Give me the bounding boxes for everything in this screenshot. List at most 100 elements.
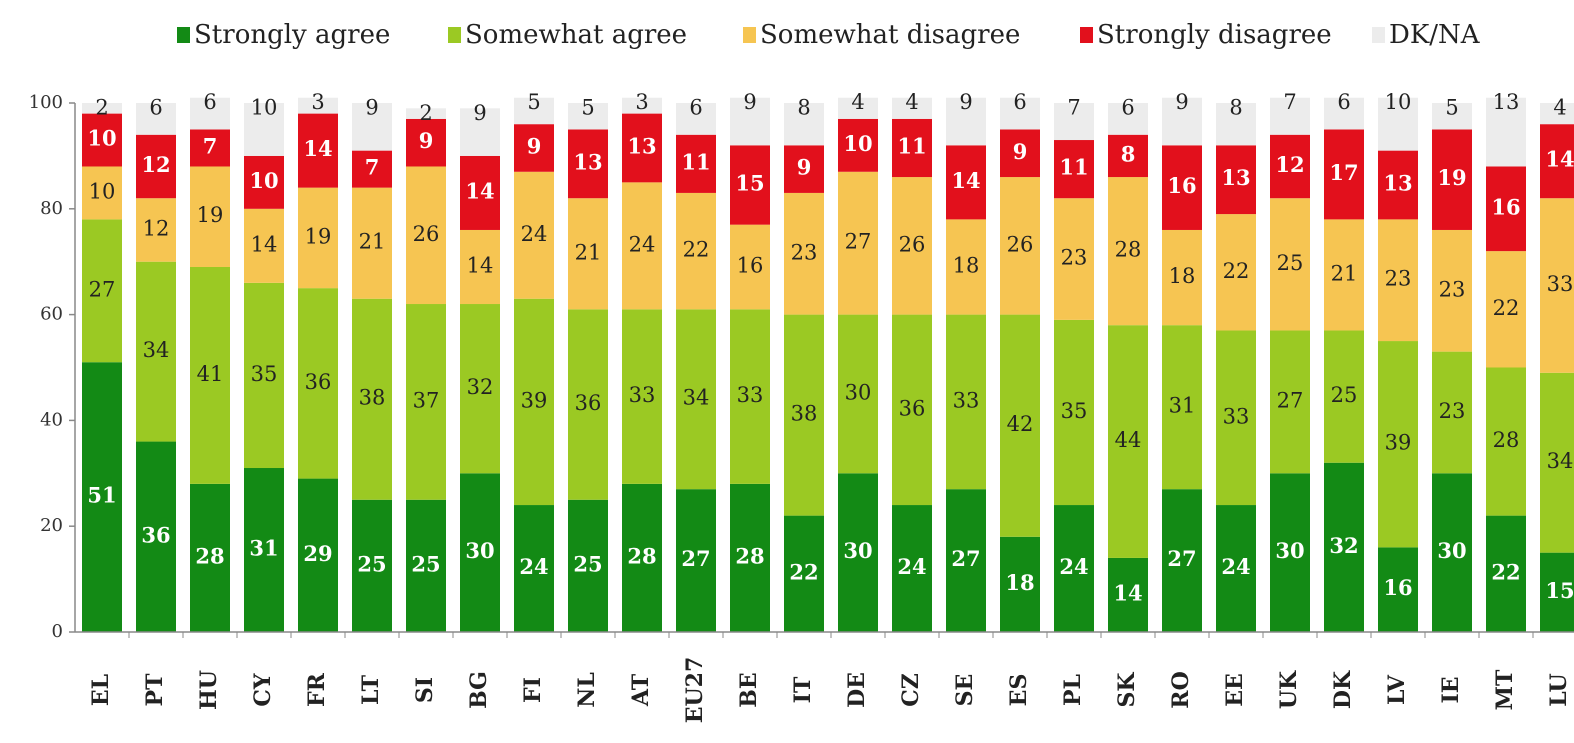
value-label: 25 <box>1277 251 1304 275</box>
bar-segment <box>514 505 554 632</box>
value-label: 28 <box>1115 238 1142 262</box>
value-label: 8 <box>1121 141 1136 166</box>
value-label: 32 <box>467 375 494 399</box>
x-tick-label: PT <box>142 673 168 707</box>
y-tick-label: 0 <box>52 621 63 642</box>
value-label: 9 <box>473 101 486 125</box>
value-label: 12 <box>143 216 170 240</box>
value-label: 12 <box>1275 152 1304 177</box>
legend-swatch <box>448 27 461 43</box>
bar-segment <box>1108 103 1148 135</box>
bar-segment <box>1054 198 1094 320</box>
value-label: 22 <box>1493 296 1520 320</box>
value-label: 36 <box>305 370 332 394</box>
x-tick-label: FI <box>520 677 546 703</box>
bar-segment <box>1054 140 1094 199</box>
value-label: 51 <box>87 483 116 508</box>
value-label: 25 <box>357 551 386 576</box>
x-tick-label: LV <box>1384 674 1410 705</box>
value-label: 26 <box>899 232 926 256</box>
value-label: 18 <box>953 253 980 277</box>
bar-segment <box>568 198 608 310</box>
bar-segment <box>1108 557 1148 632</box>
value-label: 18 <box>1169 264 1196 288</box>
legend-swatch <box>177 27 190 43</box>
value-label: 25 <box>573 551 602 576</box>
value-label: 9 <box>743 90 756 114</box>
value-label: 24 <box>519 554 548 579</box>
x-tick-label: IE <box>1438 676 1464 703</box>
value-label: 22 <box>789 559 818 584</box>
value-label: 22 <box>1491 559 1520 584</box>
bar-segment <box>676 103 716 135</box>
value-label: 36 <box>575 391 602 415</box>
bar-segment <box>82 362 122 632</box>
bar-segment <box>1270 330 1310 474</box>
bar-segment <box>1378 341 1418 548</box>
value-label: 28 <box>195 543 224 568</box>
value-label: 19 <box>197 203 224 227</box>
value-label: 10 <box>89 179 116 203</box>
value-label: 13 <box>627 133 656 158</box>
value-label: 30 <box>843 538 872 563</box>
x-tick-label: CY <box>250 673 276 707</box>
bar-segment <box>1486 367 1526 516</box>
bar-segment <box>352 499 392 632</box>
bar-segment <box>298 97 338 114</box>
bar-segment <box>1540 103 1574 125</box>
value-label: 9 <box>419 128 434 153</box>
value-label: 15 <box>1545 578 1574 603</box>
value-label: 7 <box>1067 96 1080 120</box>
bar-segment <box>838 171 878 315</box>
bar-segment <box>892 314 932 506</box>
y-tick-label: 100 <box>29 92 63 113</box>
bar-segment <box>1162 489 1202 632</box>
value-label: 11 <box>681 149 710 174</box>
bar-segment <box>622 97 662 114</box>
value-label: 24 <box>521 222 548 246</box>
value-label: 6 <box>1337 90 1350 114</box>
bar-segment <box>946 97 986 146</box>
bar-segment <box>784 145 824 193</box>
bar-segment <box>1270 473 1310 632</box>
value-label: 11 <box>1059 155 1088 180</box>
x-tick-label: MT <box>1492 669 1518 710</box>
bar-segment <box>298 113 338 188</box>
x-tick-label: EL <box>88 674 114 706</box>
value-label: 33 <box>629 383 656 407</box>
bar-segment <box>1432 351 1472 474</box>
bar-segment <box>352 103 392 151</box>
bar-segment <box>190 166 230 267</box>
value-label: 13 <box>573 149 602 174</box>
value-label: 6 <box>203 90 216 114</box>
bar-segment <box>730 309 770 484</box>
bar-segment <box>1378 97 1418 151</box>
bar-segment <box>298 478 338 632</box>
bar-segment <box>838 473 878 632</box>
value-label: 9 <box>1175 90 1188 114</box>
value-label: 26 <box>413 222 440 246</box>
value-label: 3 <box>311 90 324 114</box>
value-label: 10 <box>843 131 872 156</box>
x-tick-label: LT <box>358 674 384 705</box>
x-tick-label: BG <box>466 671 492 709</box>
value-label: 16 <box>1491 194 1520 219</box>
value-label: 33 <box>1223 404 1250 428</box>
value-label: 29 <box>303 541 332 566</box>
bar-segment <box>730 224 770 310</box>
bar-segment <box>244 155 284 209</box>
bar-segment <box>1378 219 1418 342</box>
value-label: 13 <box>1493 90 1520 114</box>
value-label: 32 <box>1329 533 1358 558</box>
bar-segment <box>784 103 824 146</box>
bar-segment <box>1000 177 1040 315</box>
value-label: 33 <box>737 383 764 407</box>
value-label: 38 <box>359 386 386 410</box>
x-tick-label: EU27 <box>682 657 708 724</box>
value-label: 5 <box>581 96 594 120</box>
value-label: 14 <box>465 178 494 203</box>
value-label: 12 <box>141 152 170 177</box>
bar-segment <box>514 124 554 172</box>
value-label: 9 <box>797 155 812 180</box>
bar-segment <box>1486 97 1526 167</box>
